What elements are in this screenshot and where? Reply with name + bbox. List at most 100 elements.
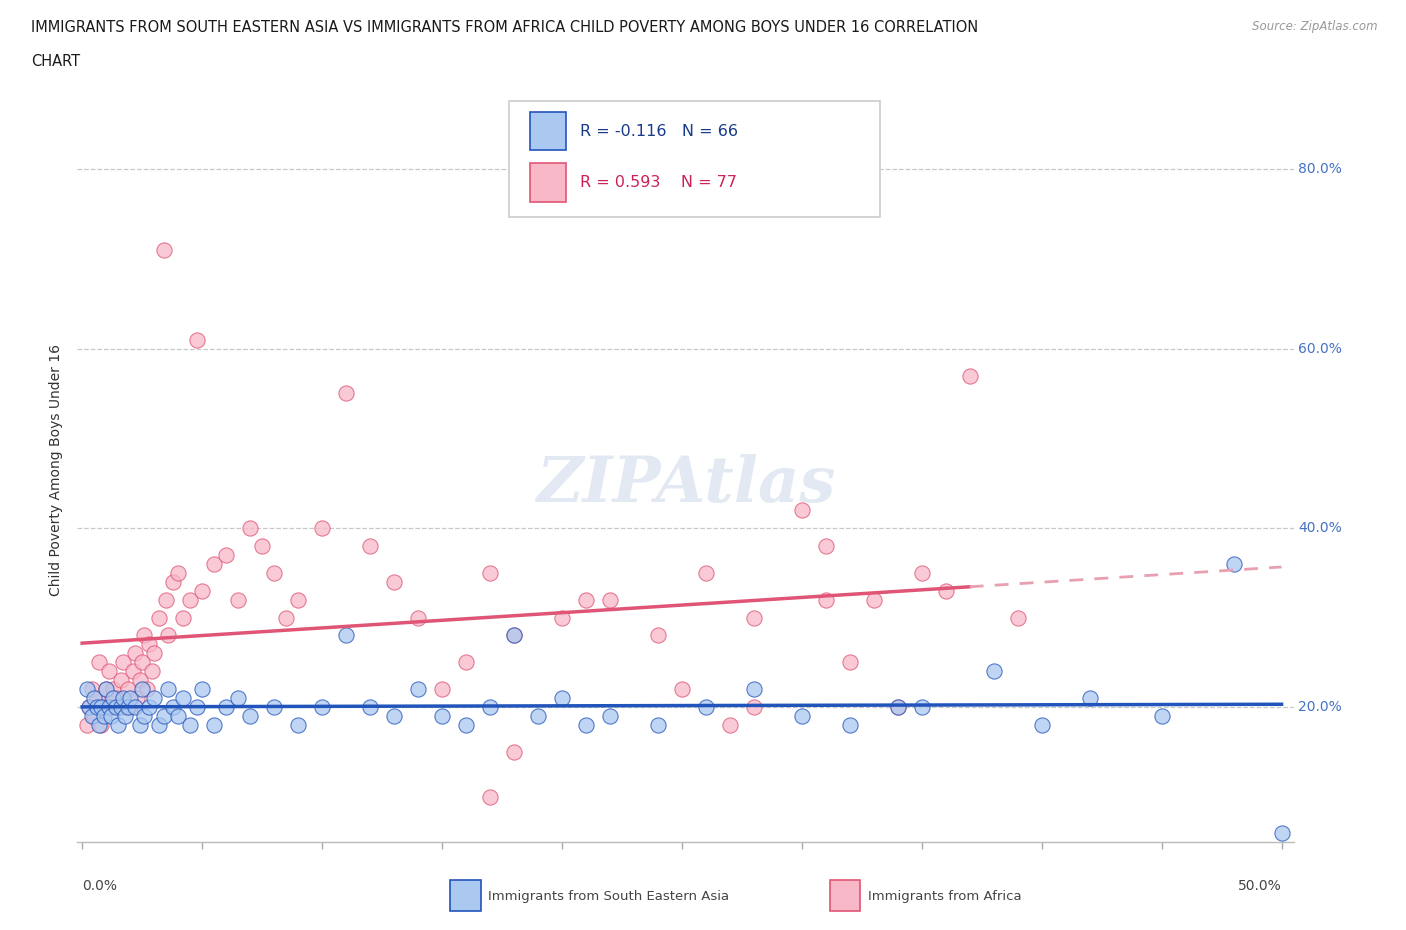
Point	[134, 628, 156, 643]
Point	[478, 565, 501, 580]
Point	[814, 592, 837, 607]
Point	[406, 610, 429, 625]
Point	[226, 691, 249, 706]
Point	[86, 691, 108, 706]
Point	[83, 709, 105, 724]
Point	[90, 718, 112, 733]
Point	[148, 718, 170, 733]
Point	[76, 682, 98, 697]
Point	[551, 610, 574, 625]
Point	[202, 718, 225, 733]
Point	[186, 332, 208, 347]
Point	[179, 718, 201, 733]
Point	[157, 628, 180, 643]
Point	[107, 699, 129, 714]
Point	[143, 691, 166, 706]
Point	[742, 610, 765, 625]
Point	[311, 521, 333, 536]
Y-axis label: Child Poverty Among Boys Under 16: Child Poverty Among Boys Under 16	[49, 344, 63, 595]
Point	[87, 655, 110, 670]
Point	[287, 718, 309, 733]
Point	[155, 592, 177, 607]
Point	[359, 699, 381, 714]
Point	[274, 610, 297, 625]
Point	[100, 709, 122, 724]
Point	[80, 709, 103, 724]
Point	[202, 556, 225, 571]
Point	[215, 548, 238, 563]
Point	[911, 565, 934, 580]
Point	[599, 709, 621, 724]
Point	[114, 699, 136, 714]
Point	[287, 592, 309, 607]
Point	[179, 592, 201, 607]
Text: 40.0%: 40.0%	[1298, 521, 1343, 535]
Point	[718, 718, 741, 733]
Point	[886, 699, 908, 714]
Point	[790, 709, 813, 724]
Point	[90, 699, 112, 714]
Text: 80.0%: 80.0%	[1298, 163, 1343, 177]
Point	[551, 691, 574, 706]
Point	[138, 699, 160, 714]
Point	[1007, 610, 1029, 625]
Point	[111, 691, 134, 706]
Point	[79, 699, 101, 714]
Point	[838, 655, 860, 670]
Point	[143, 646, 166, 661]
Point	[935, 583, 957, 598]
Point	[814, 538, 837, 553]
Point	[100, 699, 122, 714]
Point	[430, 709, 453, 724]
Point	[575, 592, 598, 607]
Point	[335, 386, 357, 401]
Point	[103, 691, 125, 706]
Point	[695, 699, 717, 714]
Text: Immigrants from Africa: Immigrants from Africa	[868, 890, 1021, 903]
FancyBboxPatch shape	[509, 101, 880, 217]
FancyBboxPatch shape	[530, 112, 567, 151]
Point	[239, 709, 262, 724]
Point	[111, 655, 134, 670]
Point	[117, 682, 139, 697]
Point	[862, 592, 884, 607]
Text: IMMIGRANTS FROM SOUTH EASTERN ASIA VS IMMIGRANTS FROM AFRICA CHILD POVERTY AMONG: IMMIGRANTS FROM SOUTH EASTERN ASIA VS IM…	[31, 20, 979, 35]
Point	[87, 718, 110, 733]
Point	[311, 699, 333, 714]
Point	[157, 682, 180, 697]
Point	[103, 682, 125, 697]
Point	[1150, 709, 1173, 724]
Point	[124, 646, 146, 661]
Point	[172, 691, 194, 706]
Text: 50.0%: 50.0%	[1237, 879, 1281, 894]
Point	[152, 243, 174, 258]
Point	[162, 699, 184, 714]
Point	[382, 574, 405, 589]
Point	[114, 709, 136, 724]
Point	[263, 565, 285, 580]
Text: R = 0.593    N = 77: R = 0.593 N = 77	[579, 176, 737, 191]
Point	[790, 502, 813, 517]
Point	[382, 709, 405, 724]
Point	[124, 699, 146, 714]
Point	[647, 718, 669, 733]
Point	[1222, 556, 1244, 571]
Point	[406, 682, 429, 697]
Point	[148, 610, 170, 625]
Text: Immigrants from South Eastern Asia: Immigrants from South Eastern Asia	[488, 890, 728, 903]
Point	[1078, 691, 1101, 706]
Point	[94, 682, 117, 697]
Point	[226, 592, 249, 607]
Point	[138, 637, 160, 652]
Point	[191, 682, 214, 697]
Point	[503, 628, 526, 643]
Point	[94, 682, 117, 697]
Point	[191, 583, 214, 598]
Text: 60.0%: 60.0%	[1298, 341, 1343, 355]
Point	[454, 718, 477, 733]
Point	[76, 718, 98, 733]
Point	[93, 699, 115, 714]
Point	[110, 699, 132, 714]
FancyBboxPatch shape	[530, 164, 567, 202]
Point	[97, 664, 120, 679]
